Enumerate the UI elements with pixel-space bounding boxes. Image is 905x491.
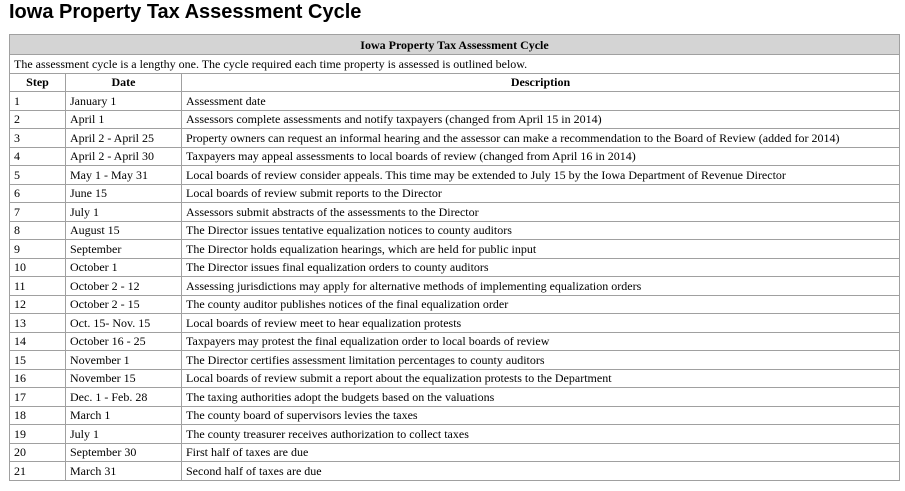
table-cell: Assessors complete assessments and notif… xyxy=(181,109,900,129)
table-cell: 18 xyxy=(9,405,66,425)
table-row: 18 March 1 The county board of supervisors… xyxy=(9,405,900,425)
assessment-table: Iowa Property Tax Assessment Cycle The a… xyxy=(9,34,900,481)
table-cell: 8 xyxy=(9,220,66,240)
table-row: 16 November 15 Local boards of review subm… xyxy=(9,368,900,388)
column-header: Step xyxy=(9,72,66,92)
table-cell: July 1 xyxy=(65,202,182,222)
table-cell: November 15 xyxy=(65,368,182,388)
table-cell: April 2 - April 25 xyxy=(65,128,182,148)
table-cell: The county treasurer receives authorizat… xyxy=(181,424,900,444)
table-cell: The county auditor publishes notices of … xyxy=(181,294,900,314)
table-row: 4 April 2 - April 30 Taxpayers may appeal … xyxy=(9,146,900,166)
table-row: 1 January 1 Assessment date xyxy=(9,91,900,111)
table-row: 8 August 15 The Director issues tentative … xyxy=(9,220,900,240)
table-cell: 3 xyxy=(9,128,66,148)
table-cell: 20 xyxy=(9,442,66,462)
table-cell: April 2 - April 30 xyxy=(65,146,182,166)
table-cell: November 1 xyxy=(65,350,182,370)
table-cell: 11 xyxy=(9,276,66,296)
table-row: 15 November 1 The Director certifies asses… xyxy=(9,350,900,370)
table-row: 17 Dec. 1 - Feb. 28 The taxing authorities… xyxy=(9,387,900,407)
table-cell: 6 xyxy=(9,183,66,203)
page-title: Iowa Property Tax Assessment Cycle xyxy=(9,1,362,23)
table-cell: 5 xyxy=(9,165,66,185)
table-cell: Local boards of review meet to hear equa… xyxy=(181,313,900,333)
table-caption: Iowa Property Tax Assessment Cycle xyxy=(9,34,900,55)
table-cell: Oct. 15- Nov. 15 xyxy=(65,313,182,333)
table-cell: The county board of supervisors levies t… xyxy=(181,405,900,425)
table-row: 19 July 1 The county treasurer receives au… xyxy=(9,424,900,444)
table-cell: Assessors submit abstracts of the assess… xyxy=(181,202,900,222)
table-row: 2 April 1 Assessors complete assessments a… xyxy=(9,109,900,129)
table-row: 11 October 2 - 12 Assessing jurisdictions … xyxy=(9,276,900,296)
header-row: Step Date Description xyxy=(9,72,900,92)
table-cell: 10 xyxy=(9,257,66,277)
table-cell: Assessing jurisdictions may apply for al… xyxy=(181,276,900,296)
table-cell: Property owners can request an informal … xyxy=(181,128,900,148)
table-cell: October 2 - 15 xyxy=(65,294,182,314)
table-row: 20 September 30 First half of taxes are du… xyxy=(9,442,900,462)
table-cell: First half of taxes are due xyxy=(181,442,900,462)
table-cell: 13 xyxy=(9,313,66,333)
table-row: 13 Oct. 15- Nov. 15 Local boards of review… xyxy=(9,313,900,333)
table-intro: The assessment cycle is a lengthy one. T… xyxy=(9,54,900,74)
table-cell: Local boards of review submit a report a… xyxy=(181,368,900,388)
table-cell: Local boards of review submit reports to… xyxy=(181,183,900,203)
table-cell: September 30 xyxy=(65,442,182,462)
table-cell: July 1 xyxy=(65,424,182,444)
table-cell: 17 xyxy=(9,387,66,407)
table-row: 5 May 1 - May 31 Local boards of review co… xyxy=(9,165,900,185)
table-cell: 15 xyxy=(9,350,66,370)
table-cell: Dec. 1 - Feb. 28 xyxy=(65,387,182,407)
table-cell: April 1 xyxy=(65,109,182,129)
table-cell: 9 xyxy=(9,239,66,259)
table-row: 7 July 1 Assessors submit abstracts of the… xyxy=(9,202,900,222)
table-cell: 1 xyxy=(9,91,66,111)
table-row: 10 October 1 The Director issues final equ… xyxy=(9,257,900,277)
table-cell: March 31 xyxy=(65,461,182,481)
table-cell: The Director holds equalization hearings… xyxy=(181,239,900,259)
table-row: 9 September The Director holds equalizatio… xyxy=(9,239,900,259)
table-row: 3 April 2 - April 25 Property owners can r… xyxy=(9,128,900,148)
table-cell: The Director issues final equalization o… xyxy=(181,257,900,277)
table-cell: October 1 xyxy=(65,257,182,277)
table-cell: Assessment date xyxy=(181,91,900,111)
table-cell: 19 xyxy=(9,424,66,444)
table-cell: September xyxy=(65,239,182,259)
table-cell: January 1 xyxy=(65,91,182,111)
table-row: 12 October 2 - 15 The county auditor publi… xyxy=(9,294,900,314)
table-cell: Taxpayers may protest the final equaliza… xyxy=(181,331,900,351)
table-row: 14 October 16 - 25 Taxpayers may protest t… xyxy=(9,331,900,351)
table-cell: 16 xyxy=(9,368,66,388)
table-cell: June 15 xyxy=(65,183,182,203)
table-cell: Second half of taxes are due xyxy=(181,461,900,481)
table-cell: 2 xyxy=(9,109,66,129)
table-cell: October 2 - 12 xyxy=(65,276,182,296)
table-cell: Local boards of review consider appeals.… xyxy=(181,165,900,185)
column-header: Description xyxy=(181,72,900,92)
column-header: Date xyxy=(65,72,182,92)
table-cell: The taxing authorities adopt the budgets… xyxy=(181,387,900,407)
table-row: 21 March 31 Second half of taxes are due xyxy=(9,461,900,481)
table-cell: 4 xyxy=(9,146,66,166)
table-cell: 12 xyxy=(9,294,66,314)
table-cell: The Director certifies assessment limita… xyxy=(181,350,900,370)
table-cell: 7 xyxy=(9,202,66,222)
table-cell: 21 xyxy=(9,461,66,481)
table-cell: March 1 xyxy=(65,405,182,425)
table-cell: Taxpayers may appeal assessments to loca… xyxy=(181,146,900,166)
table-cell: May 1 - May 31 xyxy=(65,165,182,185)
table-cell: The Director issues tentative equalizati… xyxy=(181,220,900,240)
table-cell: October 16 - 25 xyxy=(65,331,182,351)
table-cell: August 15 xyxy=(65,220,182,240)
table-cell: 14 xyxy=(9,331,66,351)
table-row: 6 June 15 Local boards of review submit re… xyxy=(9,183,900,203)
